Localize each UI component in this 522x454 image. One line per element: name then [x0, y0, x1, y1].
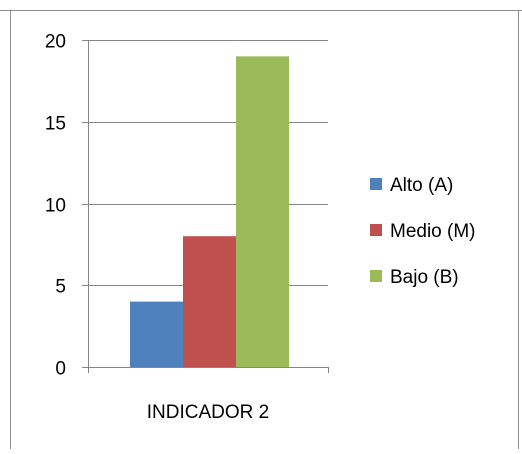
legend-label: Alto (A) — [390, 175, 453, 196]
y-tick-label: 10 — [45, 196, 66, 217]
legend-label: Medio (M) — [390, 221, 476, 242]
legend-swatch — [370, 224, 382, 236]
legend-swatch — [370, 270, 382, 282]
bar-alto-a — [130, 301, 183, 367]
legend-swatch — [370, 178, 382, 190]
y-tick-label: 5 — [55, 277, 66, 298]
x-category-label: INDICADOR 2 — [147, 402, 269, 423]
bar-bajo-b — [236, 56, 289, 367]
bars — [130, 56, 289, 367]
legend: Alto (A) Medio (M) Bajo (B) — [370, 175, 476, 288]
y-tick-label: 15 — [45, 114, 66, 135]
x-axis-ticks — [88, 367, 329, 373]
bar-medio-m — [183, 236, 236, 367]
y-tick-label: 20 — [45, 32, 66, 53]
y-axis-ticks: 0 5 10 15 20 — [45, 32, 88, 380]
y-tick-label: 0 — [55, 359, 66, 380]
legend-label: Bajo (B) — [390, 267, 459, 288]
